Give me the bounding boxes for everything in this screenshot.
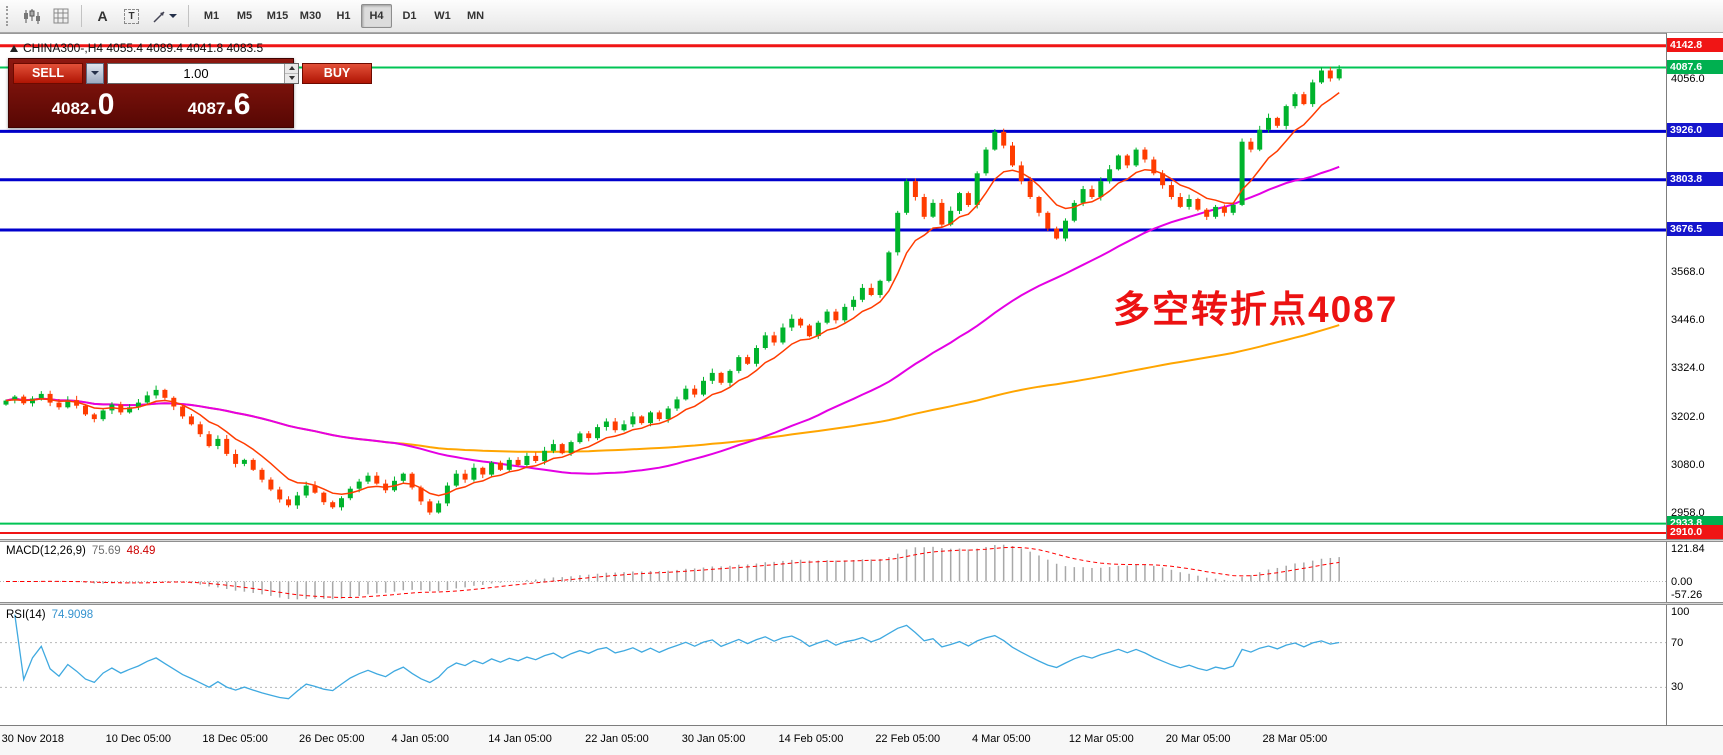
volume-decrement-button[interactable] bbox=[285, 73, 298, 83]
price-marker: 3676.5 bbox=[1667, 222, 1723, 237]
time-label: 22 Jan 05:00 bbox=[585, 733, 649, 745]
ohlc-header: CHINA300-,H4 4055.4 4089.4 4041.8 4083.5 bbox=[10, 41, 263, 55]
timeframe-h1[interactable]: H1 bbox=[336, 10, 351, 22]
price-marker: 2910.0 bbox=[1667, 525, 1723, 539]
price-marker: 4087.6 bbox=[1667, 59, 1723, 74]
macd-name: MACD(12,26,9) bbox=[6, 545, 86, 557]
timeframe-mn[interactable]: MN bbox=[466, 10, 485, 22]
buy-button[interactable]: BUY bbox=[302, 62, 372, 84]
trade-prices-row: 4082 .0 4087 .6 bbox=[9, 87, 293, 127]
time-label: 10 Dec 05:00 bbox=[105, 733, 172, 745]
price-tick: 3080.0 bbox=[1671, 458, 1705, 471]
letter-a-glyph: A bbox=[97, 8, 108, 24]
price-tick: 3202.0 bbox=[1671, 410, 1705, 423]
time-label: 14 Feb 05:00 bbox=[778, 733, 844, 745]
macd-panel[interactable] bbox=[0, 542, 1666, 602]
shapes-dropdown[interactable] bbox=[147, 4, 181, 28]
volume-input[interactable] bbox=[108, 63, 284, 83]
macd-axis[interactable]: 121.84 0.00 -57.26 bbox=[1666, 542, 1723, 602]
timeframe-h4[interactable]: H4 bbox=[361, 4, 392, 28]
trade-controls-row: SELL BUY bbox=[9, 59, 372, 87]
rsi-value: 74.9098 bbox=[51, 609, 94, 621]
timeframe-m1[interactable]: M1 bbox=[203, 10, 220, 22]
volume-increment-button[interactable] bbox=[285, 63, 298, 74]
macd-value: 75.69 bbox=[91, 545, 121, 557]
caret-down-icon bbox=[288, 76, 295, 80]
time-label: 30 Nov 2018 bbox=[1, 733, 65, 745]
chart-annotation-text: 多空转折点4087 bbox=[1113, 289, 1399, 330]
sell-price[interactable]: 4082 .0 bbox=[51, 88, 115, 121]
indicators-icon[interactable] bbox=[18, 4, 45, 28]
rsi-axis-value: 100 bbox=[1671, 606, 1690, 618]
rsi-axis-value: 30 bbox=[1671, 681, 1684, 694]
price-marker: 4142.8 bbox=[1667, 37, 1723, 52]
time-label: 20 Mar 05:00 bbox=[1165, 733, 1231, 745]
trendline-glyph bbox=[152, 10, 165, 23]
candles-glyph bbox=[24, 8, 40, 24]
panel-splitter[interactable] bbox=[0, 539, 1723, 542]
rsi-label: RSI(14) 74.9098 bbox=[6, 609, 93, 621]
macd-label: MACD(12,26,9) 75.69 48.49 bbox=[6, 545, 155, 557]
time-label: 18 Dec 05:00 bbox=[202, 733, 268, 745]
letter-t-glyph: T bbox=[124, 8, 139, 24]
price-tick: 4056.0 bbox=[1671, 73, 1705, 85]
rsi-axis-value: 70 bbox=[1671, 636, 1684, 649]
grid-icon[interactable] bbox=[47, 4, 74, 28]
macd-axis-value: 121.84 bbox=[1671, 543, 1705, 555]
macd-axis-value: 0.00 bbox=[1671, 575, 1693, 588]
volume-field bbox=[107, 62, 299, 84]
time-axis[interactable]: 30 Nov 2018 10 Dec 05:00 18 Dec 05:00 26 De… bbox=[0, 725, 1723, 755]
rsi-axis[interactable]: 100 70 30 bbox=[1666, 605, 1723, 725]
buy-price[interactable]: 4087 .6 bbox=[187, 88, 251, 121]
timeframe-m15[interactable]: M15 bbox=[266, 10, 289, 22]
ohlc-header-text: CHINA300-,H4 4055.4 4089.4 4041.8 4083.5 bbox=[23, 41, 264, 55]
symbol-marker-icon bbox=[10, 44, 18, 52]
sell-button[interactable]: SELL bbox=[13, 62, 83, 84]
timeframe-m30[interactable]: M30 bbox=[299, 10, 322, 22]
time-label: 28 Mar 05:00 bbox=[1262, 733, 1328, 745]
toolbar-grip[interactable] bbox=[6, 6, 11, 26]
volume-stepper bbox=[284, 63, 298, 83]
toolbar: A T M1 M5 M15 M30 H1 H4 D1 W1 MN bbox=[0, 0, 1723, 33]
price-tick: 3568.0 bbox=[1671, 265, 1705, 278]
toolbar-separator bbox=[81, 5, 82, 27]
time-label: 14 Jan 05:00 bbox=[488, 733, 552, 745]
price-tick: 3446.0 bbox=[1671, 314, 1705, 327]
time-label: 4 Jan 05:00 bbox=[391, 733, 450, 745]
price-marker: 3926.0 bbox=[1667, 123, 1723, 138]
price-axis[interactable]: 4056.0 3568.0 3446.0 3324.0 3202.0 3080.0 2958… bbox=[1666, 33, 1723, 539]
text-box-icon[interactable]: T bbox=[118, 4, 145, 28]
text-label-icon[interactable]: A bbox=[89, 4, 116, 28]
one-click-trade-panel: SELL BUY 4082 .0 bbox=[8, 58, 372, 128]
macd-signal-value: 48.49 bbox=[126, 545, 156, 557]
volume-dropdown-button[interactable] bbox=[86, 62, 104, 84]
toolbar-separator bbox=[188, 5, 189, 27]
time-label: 22 Feb 05:00 bbox=[875, 733, 941, 745]
rsi-chart[interactable] bbox=[0, 605, 1666, 725]
main-chart-panel[interactable]: CHINA300-,H4 4055.4 4089.4 4041.8 4083.5… bbox=[0, 33, 1666, 539]
timeframe-d1[interactable]: D1 bbox=[402, 10, 417, 22]
grid-glyph bbox=[53, 8, 68, 24]
time-label: 4 Mar 05:00 bbox=[971, 733, 1031, 745]
time-label: 26 Dec 05:00 bbox=[299, 733, 365, 745]
caret-up-icon bbox=[288, 66, 295, 70]
time-label: 12 Mar 05:00 bbox=[1068, 733, 1134, 745]
timeframe-w1[interactable]: W1 bbox=[434, 10, 451, 22]
chevron-down-icon bbox=[91, 71, 99, 75]
macd-axis-value: -57.26 bbox=[1671, 589, 1703, 601]
price-marker: 3803.8 bbox=[1667, 171, 1723, 186]
chevron-down-icon bbox=[168, 14, 177, 18]
macd-chart[interactable] bbox=[0, 542, 1666, 602]
panel-splitter[interactable] bbox=[0, 602, 1723, 605]
rsi-panel[interactable] bbox=[0, 605, 1666, 725]
time-label: 30 Jan 05:00 bbox=[681, 733, 746, 745]
rsi-name: RSI(14) bbox=[6, 609, 46, 621]
timeframe-m5[interactable]: M5 bbox=[236, 10, 253, 22]
price-tick: 3324.0 bbox=[1671, 362, 1705, 375]
